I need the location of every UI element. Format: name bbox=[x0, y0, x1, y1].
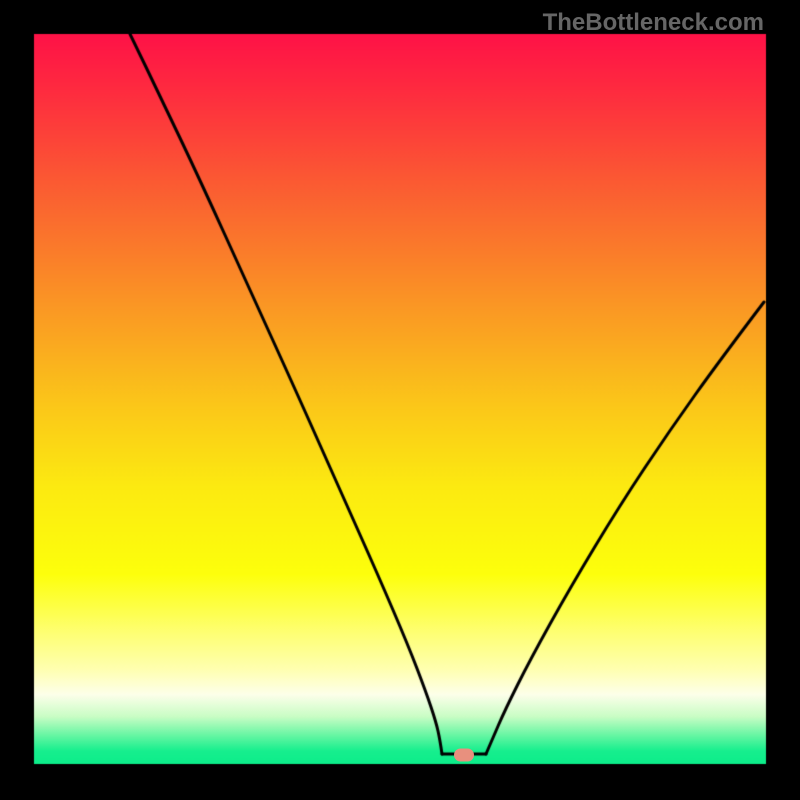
optimal-point-marker bbox=[454, 749, 474, 762]
chart-stage: TheBottleneck.com bbox=[0, 0, 800, 800]
watermark-text: TheBottleneck.com bbox=[543, 9, 764, 37]
bottleneck-chart-canvas bbox=[0, 0, 800, 800]
